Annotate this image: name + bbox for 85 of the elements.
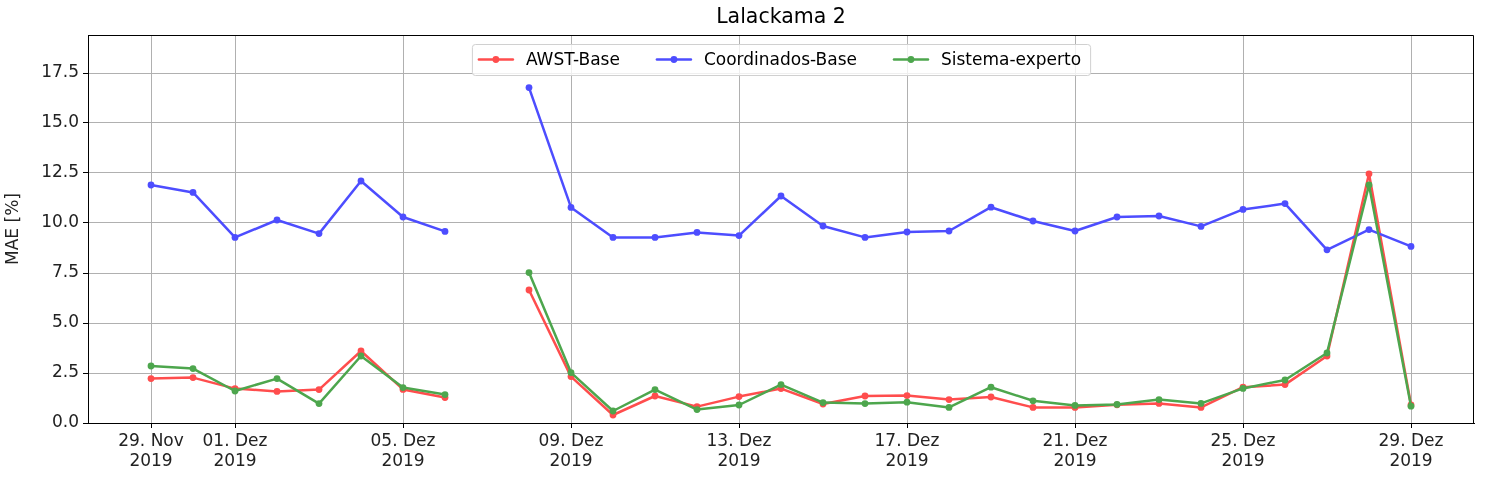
point: [651, 234, 659, 241]
point: [1365, 170, 1373, 178]
point: [1197, 223, 1205, 230]
y-tick-label: 0.0: [51, 411, 79, 432]
y-tick-label: 17.5: [41, 61, 79, 82]
point: [567, 369, 575, 376]
point: [273, 216, 281, 224]
y-tick-label: 10.0: [41, 211, 79, 232]
y-tick-label: 12.5: [41, 161, 79, 182]
point: [1281, 376, 1289, 384]
point: [189, 374, 197, 381]
chart-title: Lalackama 2: [716, 4, 846, 29]
point: [273, 388, 281, 395]
point: [399, 213, 407, 221]
point: [945, 396, 953, 403]
point: [147, 362, 155, 370]
point: [1113, 213, 1121, 221]
point: [735, 401, 743, 409]
point: [1155, 212, 1163, 220]
point: [1197, 400, 1205, 407]
point: [945, 227, 953, 235]
point: [945, 404, 953, 411]
point: [357, 352, 365, 360]
x-tick-label: 05. Dez 2019: [370, 429, 436, 471]
point: [1029, 217, 1037, 225]
y-tick-label: 7.5: [51, 261, 79, 282]
point: [189, 365, 197, 372]
point: [735, 232, 743, 239]
point: [147, 181, 155, 189]
point: [315, 400, 323, 407]
x-tick-label: 29. Dez 2019: [1378, 429, 1444, 471]
x-tick-label: 13. Dez 2019: [706, 429, 772, 471]
point: [987, 203, 995, 211]
point: [651, 386, 659, 393]
point: [777, 192, 785, 200]
point: [147, 375, 155, 382]
point: [525, 269, 533, 276]
point: [987, 383, 995, 391]
point: [315, 386, 323, 393]
point: [777, 381, 785, 388]
point: [441, 228, 449, 235]
point: [819, 222, 827, 230]
point: [189, 189, 197, 196]
point: [1323, 246, 1331, 254]
point: [1365, 226, 1373, 233]
point: [273, 375, 281, 382]
point: [1365, 181, 1373, 189]
point: [609, 234, 617, 241]
point: [315, 230, 323, 237]
point: [903, 392, 911, 399]
point: [525, 84, 533, 91]
point: [1407, 243, 1415, 250]
point: [903, 398, 911, 406]
x-tick-label: 21. Dez 2019: [1042, 429, 1108, 471]
x-tick-label: 17. Dez 2019: [874, 429, 940, 471]
point: [567, 204, 575, 211]
point: [861, 392, 869, 400]
legend-label: AWST-Base: [525, 48, 620, 69]
point: [525, 286, 533, 294]
point: [1029, 397, 1037, 405]
x-tick-label: 29. Nov 2019: [118, 429, 184, 471]
legend-label: Coordinados-Base: [703, 48, 857, 69]
point: [357, 177, 365, 185]
point: [861, 400, 869, 407]
point: [651, 392, 659, 400]
point: [1155, 396, 1163, 403]
point: [1239, 206, 1247, 213]
point: [1029, 404, 1037, 411]
point: [609, 407, 617, 415]
x-tick-label: 09. Dez 2019: [538, 429, 604, 471]
y-axis-title: MAE [%]: [1, 193, 22, 265]
point: [735, 393, 743, 400]
point: [987, 393, 995, 401]
point: [903, 228, 911, 236]
y-tick-label: 5.0: [51, 311, 79, 332]
point: [231, 234, 239, 241]
point: [693, 229, 701, 236]
x-tick-label: 25. Dez 2019: [1210, 429, 1276, 471]
point: [861, 234, 869, 241]
legend-label: Sistema-experto: [940, 48, 1082, 69]
y-tick-label: 15.0: [41, 111, 79, 132]
x-tick-label: 01. Dez 2019: [202, 429, 268, 471]
point: [1281, 200, 1289, 207]
point: [1071, 227, 1079, 235]
y-tick-label: 2.5: [51, 361, 79, 382]
